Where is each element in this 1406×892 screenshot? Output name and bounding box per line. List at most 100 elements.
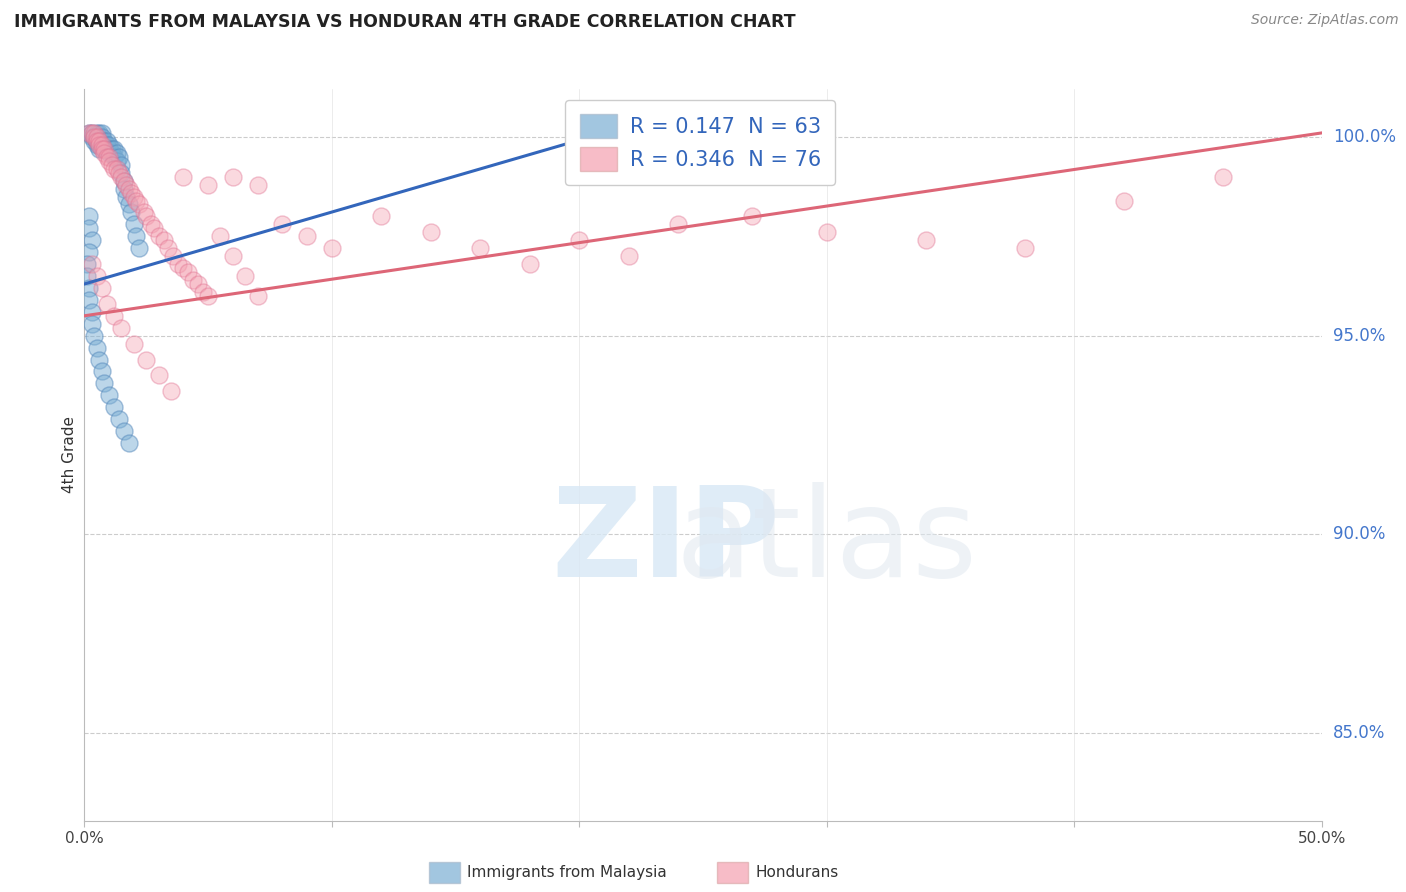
Point [152,233,174,247]
Point [86,126,108,140]
Point [83,134,105,148]
Point [98,150,121,164]
Point [103,309,125,323]
Point [103,142,125,156]
Point [89,134,111,148]
Point [100,145,122,160]
Point [815,225,838,239]
Point [142,221,165,235]
Text: 95.0%: 95.0% [1333,326,1385,344]
Point [125,229,148,244]
Text: 85.0%: 85.0% [1333,724,1385,742]
Point [83,129,105,144]
Point [108,412,131,426]
Point [79,126,101,140]
Point [86,129,108,144]
Point [246,178,269,192]
Point [90,126,112,140]
Point [187,277,209,291]
Point [148,229,170,244]
Text: atlas: atlas [676,483,977,603]
Point [86,129,108,144]
Point [80,126,103,140]
Point [115,189,138,203]
Point [89,352,111,367]
Point [209,229,232,244]
Point [93,376,115,391]
Y-axis label: 4th Grade: 4th Grade [62,417,77,493]
Point [1014,241,1036,255]
Point [103,401,125,415]
Point [108,166,131,180]
Point [86,134,108,148]
Point [89,126,111,140]
Point [93,145,115,160]
Point [103,161,125,176]
Point [419,225,441,239]
Point [112,424,135,438]
Point [666,218,689,232]
Point [86,268,108,283]
Point [295,229,318,244]
Point [79,126,101,140]
Point [172,169,194,184]
Point [83,129,105,144]
Point [181,273,204,287]
Point [90,137,112,152]
Point [118,436,141,450]
Point [89,142,111,156]
Point [1112,194,1135,208]
Point [197,178,219,192]
Point [79,281,101,295]
Point [120,205,142,219]
Point [177,265,200,279]
Point [112,174,135,188]
Point [191,285,214,299]
Point [98,153,121,168]
Point [128,197,150,211]
Point [98,137,121,152]
Point [80,257,103,271]
Point [96,150,118,164]
Point [122,336,145,351]
Point [76,268,98,283]
Text: Immigrants from Malaysia: Immigrants from Malaysia [467,865,666,880]
Point [112,174,135,188]
Point [98,145,121,160]
Point [167,257,190,271]
Point [132,205,155,219]
Point [93,142,115,156]
Text: 100.0%: 100.0% [1333,128,1396,146]
Point [110,169,132,184]
Point [110,320,132,334]
Point [321,241,343,255]
Point [568,233,591,247]
Point [160,384,183,399]
Point [122,189,145,203]
Point [105,153,128,168]
Point [89,137,111,152]
Point [233,268,256,283]
Point [79,245,101,260]
Point [79,221,101,235]
Point [98,388,121,402]
Point [105,161,128,176]
Point [83,126,105,140]
Point [80,317,103,331]
Point [370,210,392,224]
Point [128,241,150,255]
Point [86,134,108,148]
Point [108,150,131,164]
Point [86,137,108,152]
Point [120,186,142,200]
Point [125,194,148,208]
Point [89,129,111,144]
Point [79,293,101,307]
Point [90,364,112,378]
Point [118,181,141,195]
Point [80,305,103,319]
Point [80,129,103,144]
Text: 90.0%: 90.0% [1333,525,1385,543]
Point [93,137,115,152]
Point [110,166,132,180]
